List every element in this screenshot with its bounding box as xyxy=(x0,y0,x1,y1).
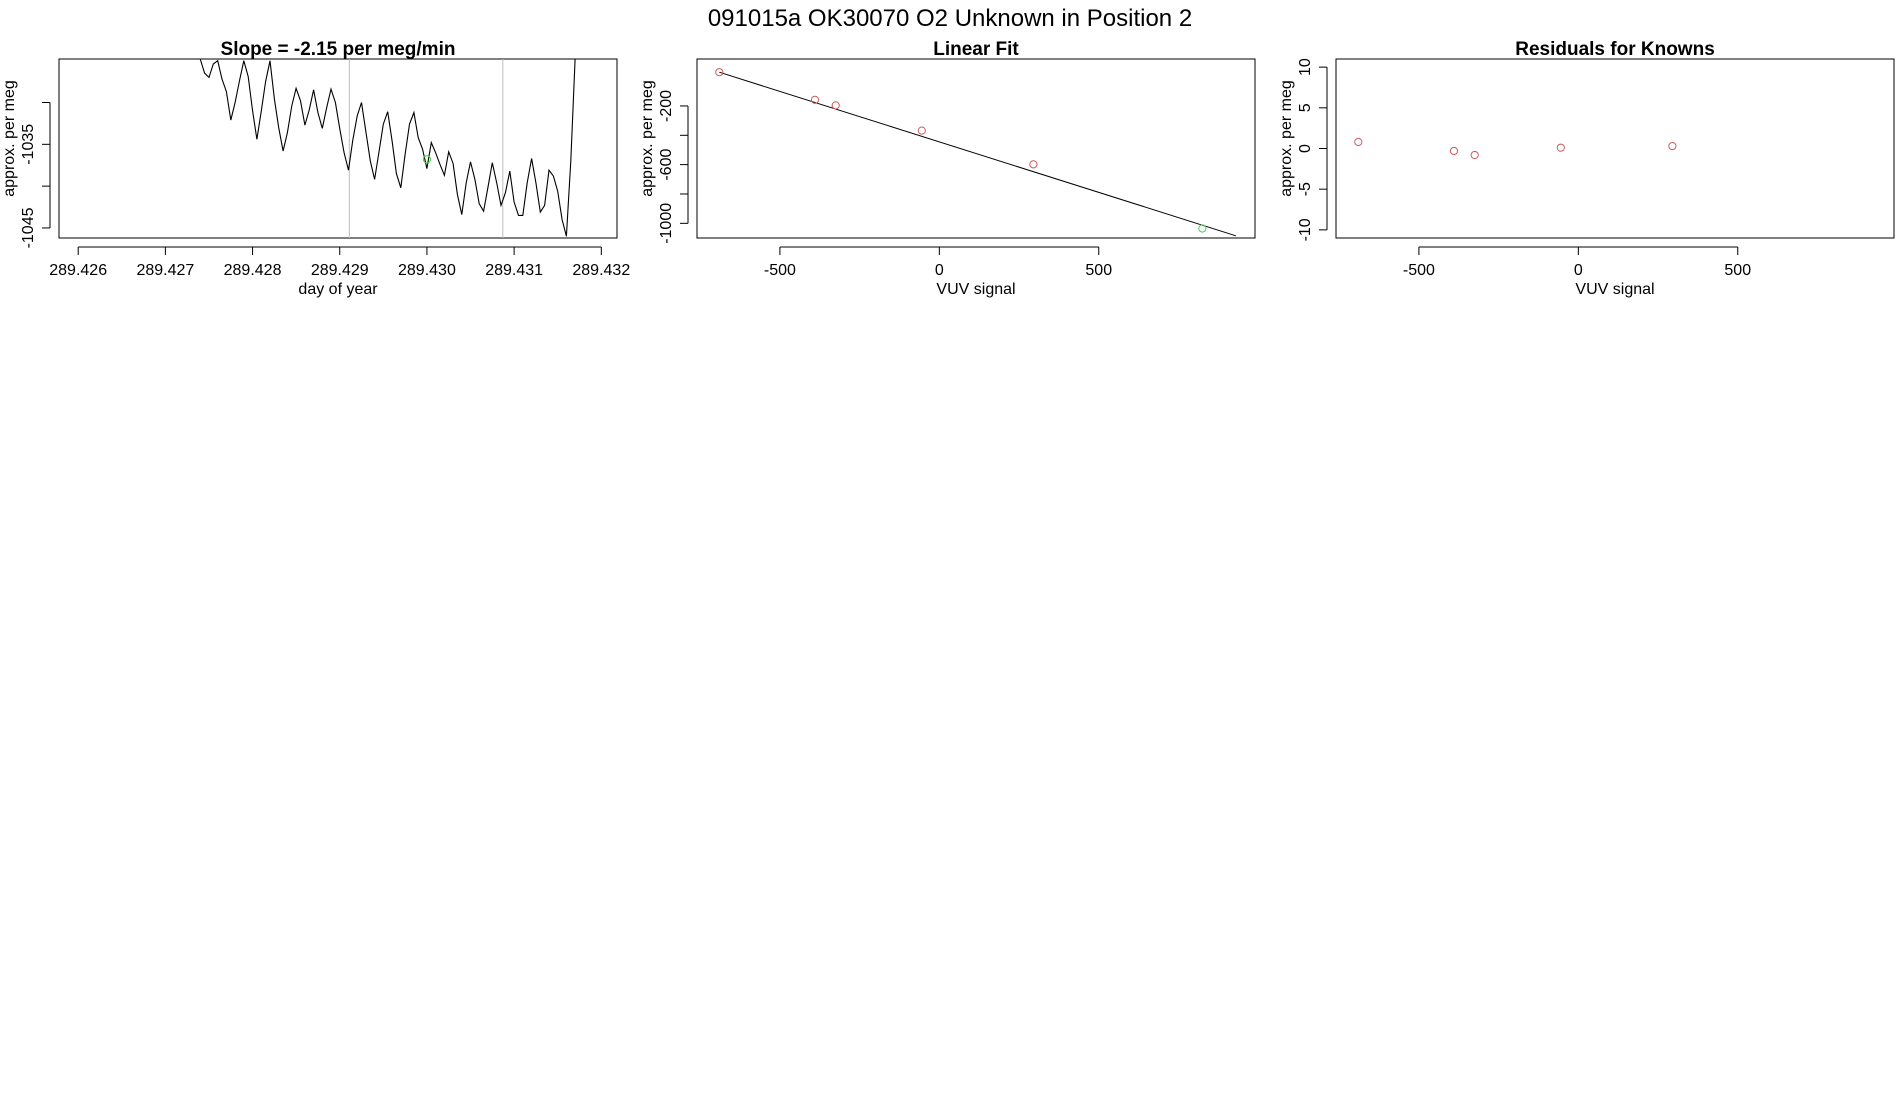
known-point xyxy=(831,101,840,110)
known-point xyxy=(810,95,820,104)
known-point xyxy=(715,68,724,77)
x-tick-label: 289.428 xyxy=(224,262,282,279)
plot-area xyxy=(715,68,1237,237)
y-tick-label: -10 xyxy=(1297,218,1314,241)
y-tick-label: 5 xyxy=(1297,103,1314,112)
known-point xyxy=(1556,143,1565,152)
panel-title: Residuals for Knowns xyxy=(1515,39,1715,60)
y-tick-label: -200 xyxy=(658,90,675,122)
unknown-point xyxy=(1198,224,1207,233)
y-tick-label: 0 xyxy=(1297,144,1314,153)
plot-frame xyxy=(696,58,1256,239)
y-axis-label: approx. per meg xyxy=(639,80,656,197)
x-tick-label: 289.430 xyxy=(398,262,456,279)
x-tick-label: 289.427 xyxy=(136,262,194,279)
y-tick-label: -1045 xyxy=(20,207,37,248)
x-tick-label: 0 xyxy=(1574,262,1583,279)
y-tick-label: 10 xyxy=(1297,58,1314,76)
panel-slope-timeseries: Slope = -2.15 per meg/min 289.426 289.427 2… xyxy=(1,39,630,298)
known-point xyxy=(1470,150,1479,160)
y-axis-label: approx. per meg xyxy=(1,80,18,197)
main-title: 091015a OK30070 O2 Unknown in Position 2 xyxy=(708,5,1192,32)
x-tick-label: 500 xyxy=(1085,262,1112,279)
known-point xyxy=(1449,146,1459,156)
series-line xyxy=(199,59,576,237)
plot-frame xyxy=(58,58,618,239)
unknown-point xyxy=(422,155,432,164)
y-tick-label: -5 xyxy=(1297,182,1314,196)
y-axis-label: approx. per meg xyxy=(1278,80,1295,197)
x-axis-label: day of year xyxy=(298,281,378,298)
x-tick-label: 500 xyxy=(1724,262,1751,279)
x-axis-label: VUV signal xyxy=(1575,281,1654,298)
x-tick-label: 0 xyxy=(935,262,944,279)
x-tick-label: 289.426 xyxy=(49,262,107,279)
y-tick-label: -1000 xyxy=(658,203,675,244)
plot-frame xyxy=(1335,58,1895,239)
panel-linear-fit: Linear Fit -500 0 500 VUV signal -1000 -600 -20… xyxy=(639,39,1256,298)
x-tick-label: 289.431 xyxy=(485,262,543,279)
y-tick-label: -600 xyxy=(658,149,675,181)
x-tick-label: 289.429 xyxy=(311,262,369,279)
y-tick-label: -1035 xyxy=(20,124,37,165)
panel-title: Linear Fit xyxy=(933,39,1019,60)
panel-residuals: Residuals for Knowns -500 0 500 VUV signal -1… xyxy=(1278,39,1895,298)
known-point xyxy=(1668,141,1677,151)
known-point xyxy=(917,126,926,135)
fit-line xyxy=(719,71,1237,237)
plot-area xyxy=(1354,137,1677,160)
x-axis-label: VUV signal xyxy=(936,281,1015,298)
x-tick-label: -500 xyxy=(1403,262,1435,279)
x-tick-label: -500 xyxy=(764,262,796,279)
plot-area xyxy=(199,59,576,238)
known-point xyxy=(1029,160,1038,169)
known-point xyxy=(1354,137,1363,147)
panel-title: Slope = -2.15 per meg/min xyxy=(221,39,456,60)
x-tick-label: 289.432 xyxy=(572,262,630,279)
